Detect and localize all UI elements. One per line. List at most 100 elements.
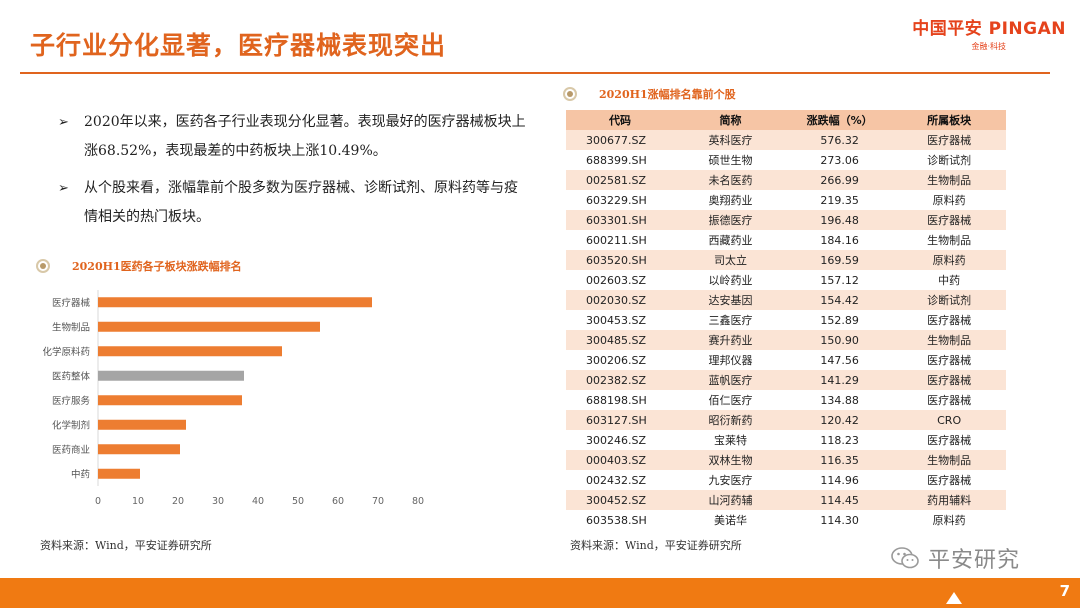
cell-name: 美诺华 <box>674 510 787 530</box>
cell-name: 未名医药 <box>674 170 787 190</box>
cell-sector: 中药 <box>892 270 1006 290</box>
table-row: 300453.SZ 三鑫医疗 152.89 医疗器械 <box>566 310 1006 330</box>
column-header-name: 简称 <box>674 110 787 130</box>
column-header-code: 代码 <box>566 110 675 130</box>
cell-change: 114.45 <box>786 490 893 510</box>
cell-name: 以岭药业 <box>674 270 787 290</box>
chart-x-tick-label: 80 <box>412 496 424 507</box>
cell-sector: 医疗器械 <box>892 470 1006 490</box>
cell-sector: 生物制品 <box>892 450 1006 470</box>
target-circle-icon <box>36 259 50 273</box>
cell-change: 114.96 <box>786 470 893 490</box>
chart-category-label: 医疗服务 <box>52 395 91 407</box>
cell-name: 司太立 <box>674 250 787 270</box>
chart-bar <box>98 370 244 381</box>
bullet-list: ➢ 2020年以来，医药各子行业表现分化显著。表现最好的医疗器械板块上涨68.5… <box>58 108 528 240</box>
chart-bar <box>98 395 242 406</box>
cell-name: 九安医疗 <box>674 470 787 490</box>
cell-name: 奥翔药业 <box>674 190 787 210</box>
chart-category-label: 医疗器械 <box>52 297 91 309</box>
cell-change: 152.89 <box>786 310 893 330</box>
chart-x-tick-label: 60 <box>332 496 344 507</box>
cell-sector: 医疗器械 <box>892 430 1006 450</box>
cell-change: 141.29 <box>786 370 893 390</box>
cell-name: 理邦仪器 <box>674 350 787 370</box>
chart-x-tick-label: 20 <box>172 496 184 507</box>
cell-change: 157.12 <box>786 270 893 290</box>
left-section-title: 2020H1医药各子板块涨跌幅排名 <box>72 260 242 273</box>
table-row: 002030.SZ 达安基因 154.42 诊断试剂 <box>566 290 1006 310</box>
right-section-title: 2020H1涨幅排名靠前个股 <box>599 88 736 101</box>
chart-category-label: 医药整体 <box>52 370 91 382</box>
cell-name: 宝莱特 <box>674 430 787 450</box>
footer-bar: 7 <box>0 578 1080 608</box>
cell-code: 300485.SZ <box>566 330 675 350</box>
target-circle-icon <box>563 87 577 101</box>
wechat-watermark: 平安研究 <box>890 542 1020 574</box>
bullet-item: ➢ 从个股来看，涨幅靠前个股多数为医疗器械、诊断试剂、原料药等与疫情相关的热门板… <box>58 174 528 232</box>
cell-change: 196.48 <box>786 210 893 230</box>
cell-sector: 原料药 <box>892 250 1006 270</box>
chart-bar <box>98 346 282 357</box>
cell-name: 佰仁医疗 <box>674 390 787 410</box>
cell-code: 300246.SZ <box>566 430 675 450</box>
chart-x-tick-label: 50 <box>292 496 304 507</box>
cell-code: 002581.SZ <box>566 170 675 190</box>
table-row: 300452.SZ 山河药辅 114.45 药用辅料 <box>566 490 1006 510</box>
cell-change: 118.23 <box>786 430 893 450</box>
chart-bar <box>98 297 372 308</box>
logo-main: 中国平安 PINGAN <box>912 19 1066 39</box>
top-stocks-table: 代码 简称 涨跌幅（%） 所属板块 300677.SZ 英科医疗 576.32 医疗器… <box>566 110 1006 530</box>
column-header-sector: 所属板块 <box>892 110 1006 130</box>
cell-change: 169.59 <box>786 250 893 270</box>
bullet-item: ➢ 2020年以来，医药各子行业表现分化显著。表现最好的医疗器械板块上涨68.5… <box>58 108 528 166</box>
cell-change: 114.30 <box>786 510 893 530</box>
table-row: 002581.SZ 未名医药 266.99 生物制品 <box>566 170 1006 190</box>
cell-code: 603301.SH <box>566 210 675 230</box>
cell-code: 603520.SH <box>566 250 675 270</box>
cell-change: 219.35 <box>786 190 893 210</box>
cell-sector: 原料药 <box>892 190 1006 210</box>
cell-code: 600211.SH <box>566 230 675 250</box>
cell-code: 300677.SZ <box>566 130 675 150</box>
cell-sector: 生物制品 <box>892 170 1006 190</box>
cell-change: 150.90 <box>786 330 893 350</box>
cell-code: 002382.SZ <box>566 370 675 390</box>
chart-category-label: 医药商业 <box>52 444 90 456</box>
logo-sub: 金融·科技 <box>971 42 1006 51</box>
cell-change: 576.32 <box>786 130 893 150</box>
logo: 中国平安 PINGAN 金融·科技 <box>912 14 1066 52</box>
chart-bar <box>98 419 186 430</box>
bullet-arrow-icon: ➢ <box>58 181 69 196</box>
cell-name: 双林生物 <box>674 450 787 470</box>
cell-sector: 医疗器械 <box>892 350 1006 370</box>
cell-sector: 原料药 <box>892 510 1006 530</box>
cell-code: 300452.SZ <box>566 490 675 510</box>
wechat-label: 平安研究 <box>928 548 1021 573</box>
chart-bar <box>98 321 320 332</box>
chart-category-label: 中药 <box>71 468 90 480</box>
cell-sector: 生物制品 <box>892 330 1006 350</box>
cell-name: 山河药辅 <box>674 490 787 510</box>
page-title: 子行业分化显著，医疗器械表现突出 <box>30 31 447 60</box>
table-row: 000403.SZ 双林生物 116.35 生物制品 <box>566 450 1006 470</box>
cell-name: 三鑫医疗 <box>674 310 787 330</box>
bullet-text: 从个股来看，涨幅靠前个股多数为医疗器械、诊断试剂、原料药等与疫情相关的热门板块。 <box>84 180 518 225</box>
cell-name: 达安基因 <box>674 290 787 310</box>
cell-code: 000403.SZ <box>566 450 675 470</box>
cell-change: 266.99 <box>786 170 893 190</box>
cell-change: 147.56 <box>786 350 893 370</box>
cell-change: 154.42 <box>786 290 893 310</box>
cell-sector: 医疗器械 <box>892 310 1006 330</box>
table-row: 300206.SZ 理邦仪器 147.56 医疗器械 <box>566 350 1006 370</box>
right-section-heading: 2020H1涨幅排名靠前个股 <box>563 86 736 102</box>
chart-category-label: 化学制剂 <box>52 419 90 431</box>
table-row: 603520.SH 司太立 169.59 原料药 <box>566 250 1006 270</box>
table-row: 002432.SZ 九安医疗 114.96 医疗器械 <box>566 470 1006 490</box>
cell-change: 134.88 <box>786 390 893 410</box>
bullet-text: 2020年以来，医药各子行业表现分化显著。表现最好的医疗器械板块上涨68.52%… <box>84 114 526 159</box>
cell-name: 昭衍新药 <box>674 410 787 430</box>
cell-sector: 医疗器械 <box>892 370 1006 390</box>
cell-sector: 生物制品 <box>892 230 1006 250</box>
